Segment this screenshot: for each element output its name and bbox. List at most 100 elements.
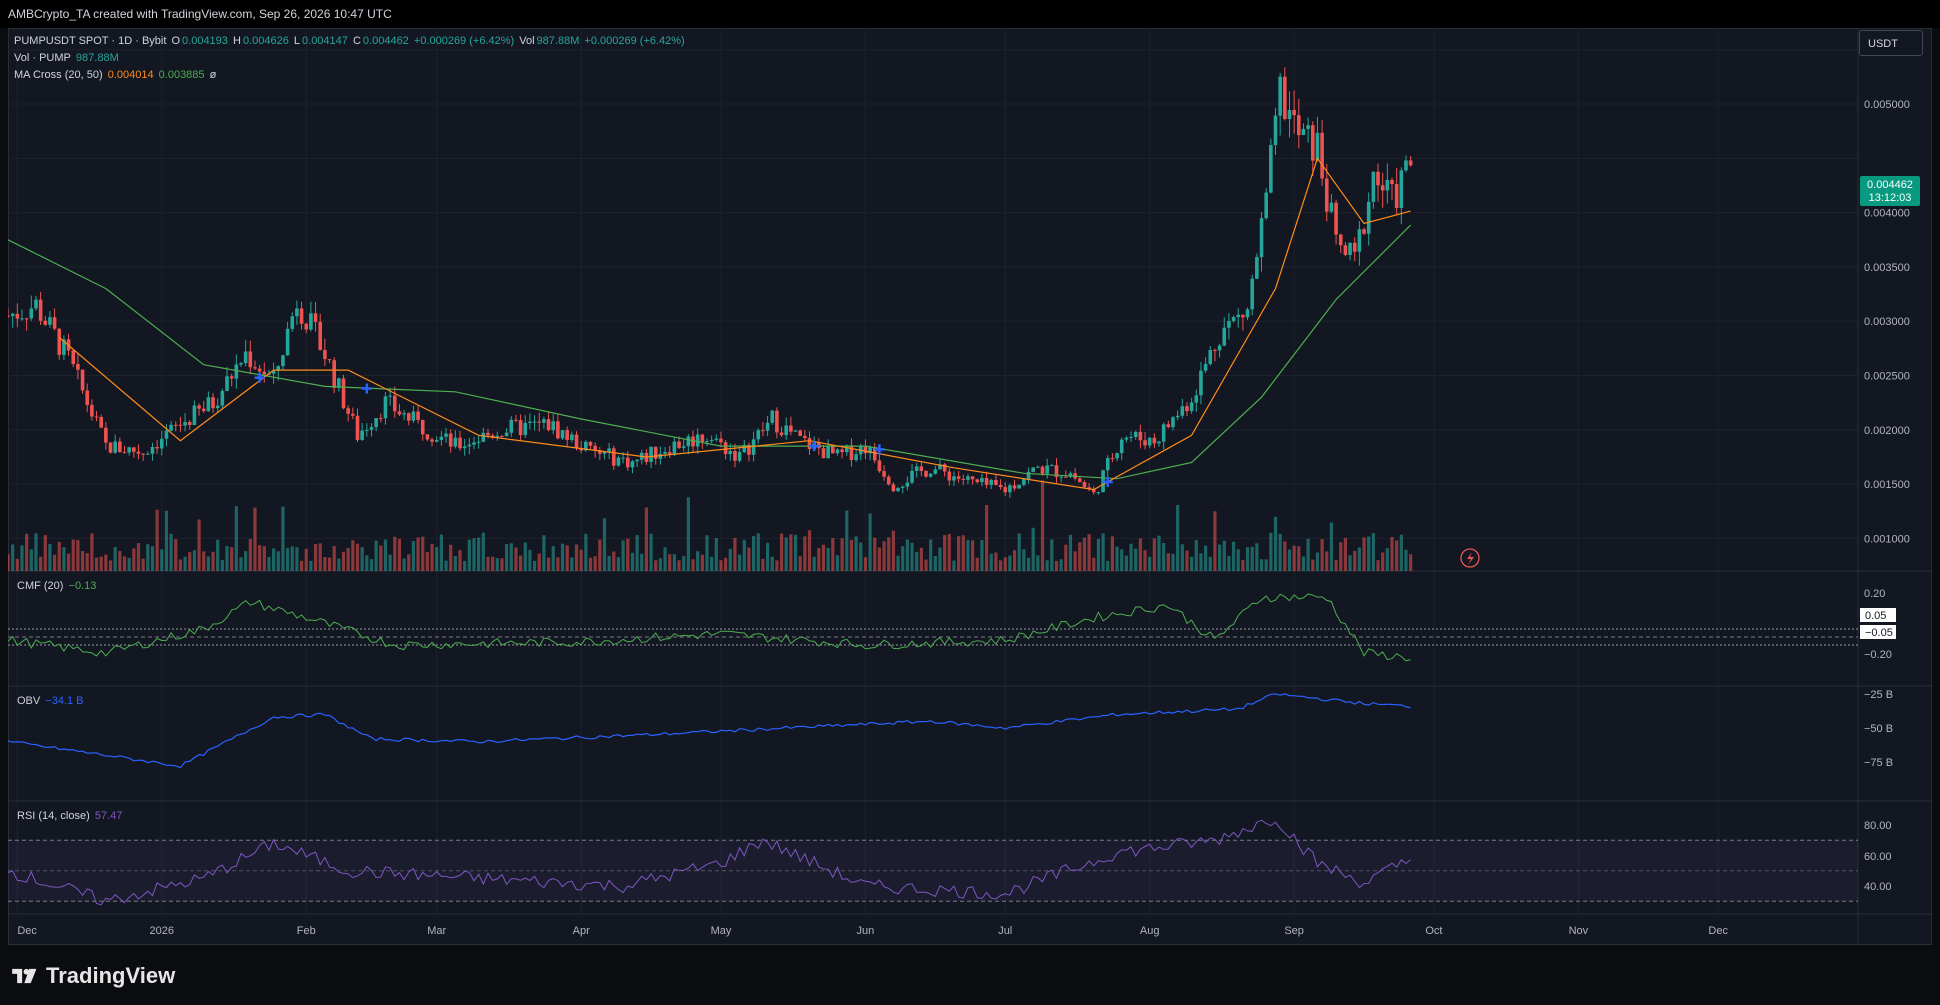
candle bbox=[215, 398, 220, 413]
cross-marker bbox=[809, 441, 820, 452]
volume-bar bbox=[52, 554, 57, 571]
tradingview-logo-icon bbox=[12, 968, 37, 984]
ma-label[interactable]: MA Cross (20, 50) bbox=[14, 69, 103, 81]
price-tick-label: 0.004000 bbox=[1864, 208, 1910, 220]
time-tick-label: Sep bbox=[1284, 925, 1304, 937]
volume-bar bbox=[439, 534, 443, 571]
volume-bar bbox=[714, 538, 718, 571]
volume-bar bbox=[85, 553, 89, 571]
volume-bar bbox=[150, 546, 155, 571]
candle bbox=[686, 434, 691, 455]
volume-bar bbox=[668, 554, 672, 571]
ma-extra: ø bbox=[209, 69, 217, 81]
volume-bar bbox=[449, 544, 453, 571]
volume-bar bbox=[43, 535, 47, 571]
volume-bar bbox=[1138, 538, 1142, 571]
volume-bar bbox=[285, 548, 290, 571]
candle bbox=[1124, 435, 1129, 443]
candle bbox=[453, 430, 458, 449]
volume-bar bbox=[304, 548, 308, 571]
volume-bar bbox=[281, 506, 285, 571]
volume-bar bbox=[523, 542, 527, 571]
lightning-icon[interactable] bbox=[1460, 548, 1480, 568]
volume-bar bbox=[775, 560, 779, 571]
symbol-label[interactable]: PUMPUSDT SPOT · 1D · Bybit bbox=[14, 35, 167, 47]
volume-bar bbox=[1003, 557, 1007, 571]
candle bbox=[243, 340, 248, 367]
volume-bar bbox=[1185, 550, 1189, 571]
candle bbox=[411, 405, 416, 423]
volume-bar bbox=[663, 547, 667, 571]
volume-bar bbox=[630, 552, 635, 571]
volume-bar bbox=[635, 535, 639, 571]
volume-bar bbox=[789, 534, 793, 571]
volume-bar bbox=[682, 556, 686, 571]
volume-bar bbox=[178, 559, 183, 571]
tradingview-logo[interactable]: TradingView bbox=[10, 963, 175, 989]
candle bbox=[76, 353, 80, 380]
volume-bar bbox=[1231, 541, 1236, 571]
volume-bar bbox=[1068, 534, 1073, 571]
volume-bar bbox=[579, 549, 583, 571]
chart-frame[interactable] bbox=[8, 28, 1932, 945]
candle bbox=[229, 373, 234, 387]
volume-bar bbox=[588, 557, 593, 571]
volume-bar bbox=[607, 555, 611, 571]
volume-bar bbox=[355, 543, 360, 571]
candle bbox=[48, 310, 52, 328]
volume-bar bbox=[1409, 554, 1413, 571]
volume-bar bbox=[938, 547, 942, 571]
candle bbox=[1129, 431, 1133, 442]
candle bbox=[1297, 98, 1301, 149]
candle bbox=[234, 354, 239, 389]
volume-bar bbox=[565, 545, 569, 571]
candle bbox=[630, 459, 635, 474]
candle bbox=[281, 354, 285, 371]
volume-bar bbox=[1008, 555, 1012, 571]
candle bbox=[1408, 156, 1413, 167]
volume-bar bbox=[1315, 552, 1320, 571]
rsi-label[interactable]: RSI (14, close) bbox=[17, 810, 90, 822]
volume-bar bbox=[929, 539, 933, 571]
volume-bar bbox=[1227, 556, 1231, 571]
volume-bar bbox=[458, 550, 462, 571]
price-tick-label: 0.003500 bbox=[1864, 262, 1910, 274]
volume-bar bbox=[672, 554, 676, 571]
brand-name: TradingView bbox=[46, 963, 176, 988]
volume-bar bbox=[835, 555, 840, 571]
candle bbox=[476, 435, 481, 449]
volume-bar bbox=[1236, 549, 1240, 571]
volume-bar bbox=[1176, 505, 1180, 571]
volume-bar bbox=[551, 546, 555, 571]
time-axis[interactable]: Dec 2026 Feb Mar Apr May Jun Jul Aug Sep Oct Nov Dec bbox=[17, 925, 1728, 937]
rsi-axis-label: 80.00 bbox=[1864, 820, 1892, 832]
svg-text:−0.05: −0.05 bbox=[1865, 627, 1893, 639]
cmf-axis-label: 0.20 bbox=[1864, 588, 1885, 600]
volume-bar bbox=[341, 551, 346, 571]
candle bbox=[1376, 163, 1380, 202]
time-tick-label: Jun bbox=[857, 925, 875, 937]
candle bbox=[1008, 483, 1012, 498]
currency-selector[interactable]: USDT bbox=[1859, 30, 1923, 56]
candle bbox=[803, 430, 807, 441]
obv-label[interactable]: OBV bbox=[17, 695, 41, 707]
cmf-label[interactable]: CMF (20) bbox=[17, 580, 64, 592]
volume-bar bbox=[318, 543, 322, 571]
obv-axis-label: −50 B bbox=[1864, 723, 1893, 735]
time-tick-label: Apr bbox=[573, 925, 590, 937]
volume-label[interactable]: Vol · PUMP bbox=[14, 52, 71, 64]
candle bbox=[1362, 227, 1366, 235]
candle bbox=[122, 445, 127, 454]
candle bbox=[896, 486, 900, 492]
candle bbox=[793, 430, 798, 432]
price-axis[interactable]: 0.0055000.0050000.0040000.0035000.003000… bbox=[1864, 45, 1910, 546]
volume-bar bbox=[570, 557, 574, 571]
volume-bar bbox=[453, 556, 457, 571]
volume-bar bbox=[146, 544, 150, 571]
candle bbox=[1320, 119, 1324, 186]
candle bbox=[821, 444, 826, 459]
volume-bar bbox=[1115, 546, 1119, 571]
volume-bar bbox=[299, 560, 304, 571]
candle bbox=[290, 312, 295, 332]
